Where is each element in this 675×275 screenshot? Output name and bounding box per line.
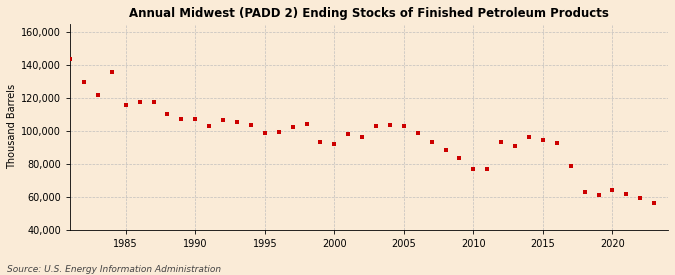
Point <box>371 124 381 128</box>
Point <box>621 191 632 196</box>
Point <box>259 131 270 136</box>
Point <box>343 132 354 136</box>
Point <box>454 156 465 160</box>
Point <box>329 142 340 146</box>
Point <box>92 92 103 97</box>
Point <box>176 117 187 122</box>
Point <box>65 57 76 62</box>
Point <box>468 167 479 171</box>
Point <box>357 134 368 139</box>
Point <box>315 139 326 144</box>
Point <box>635 196 646 201</box>
Title: Annual Midwest (PADD 2) Ending Stocks of Finished Petroleum Products: Annual Midwest (PADD 2) Ending Stocks of… <box>129 7 609 20</box>
Point <box>440 148 451 152</box>
Point <box>246 123 256 127</box>
Point <box>579 190 590 194</box>
Point <box>385 123 396 127</box>
Point <box>162 112 173 117</box>
Point <box>607 188 618 192</box>
Text: Source: U.S. Energy Information Administration: Source: U.S. Energy Information Administ… <box>7 265 221 274</box>
Point <box>301 121 312 126</box>
Point <box>398 124 409 128</box>
Point <box>412 130 423 135</box>
Point <box>496 139 507 144</box>
Point <box>288 125 298 129</box>
Point <box>273 130 284 134</box>
Point <box>524 134 535 139</box>
Point <box>566 163 576 168</box>
Point <box>593 193 604 197</box>
Point <box>148 100 159 104</box>
Point <box>204 124 215 128</box>
Point <box>649 201 659 206</box>
Point <box>120 102 131 107</box>
Point <box>190 117 200 122</box>
Point <box>232 120 242 124</box>
Point <box>482 167 493 171</box>
Point <box>537 138 548 142</box>
Point <box>551 141 562 145</box>
Point <box>510 144 520 148</box>
Y-axis label: Thousand Barrels: Thousand Barrels <box>7 84 17 169</box>
Point <box>107 70 117 74</box>
Point <box>218 118 229 122</box>
Point <box>79 79 90 84</box>
Point <box>427 140 437 145</box>
Point <box>134 100 145 104</box>
